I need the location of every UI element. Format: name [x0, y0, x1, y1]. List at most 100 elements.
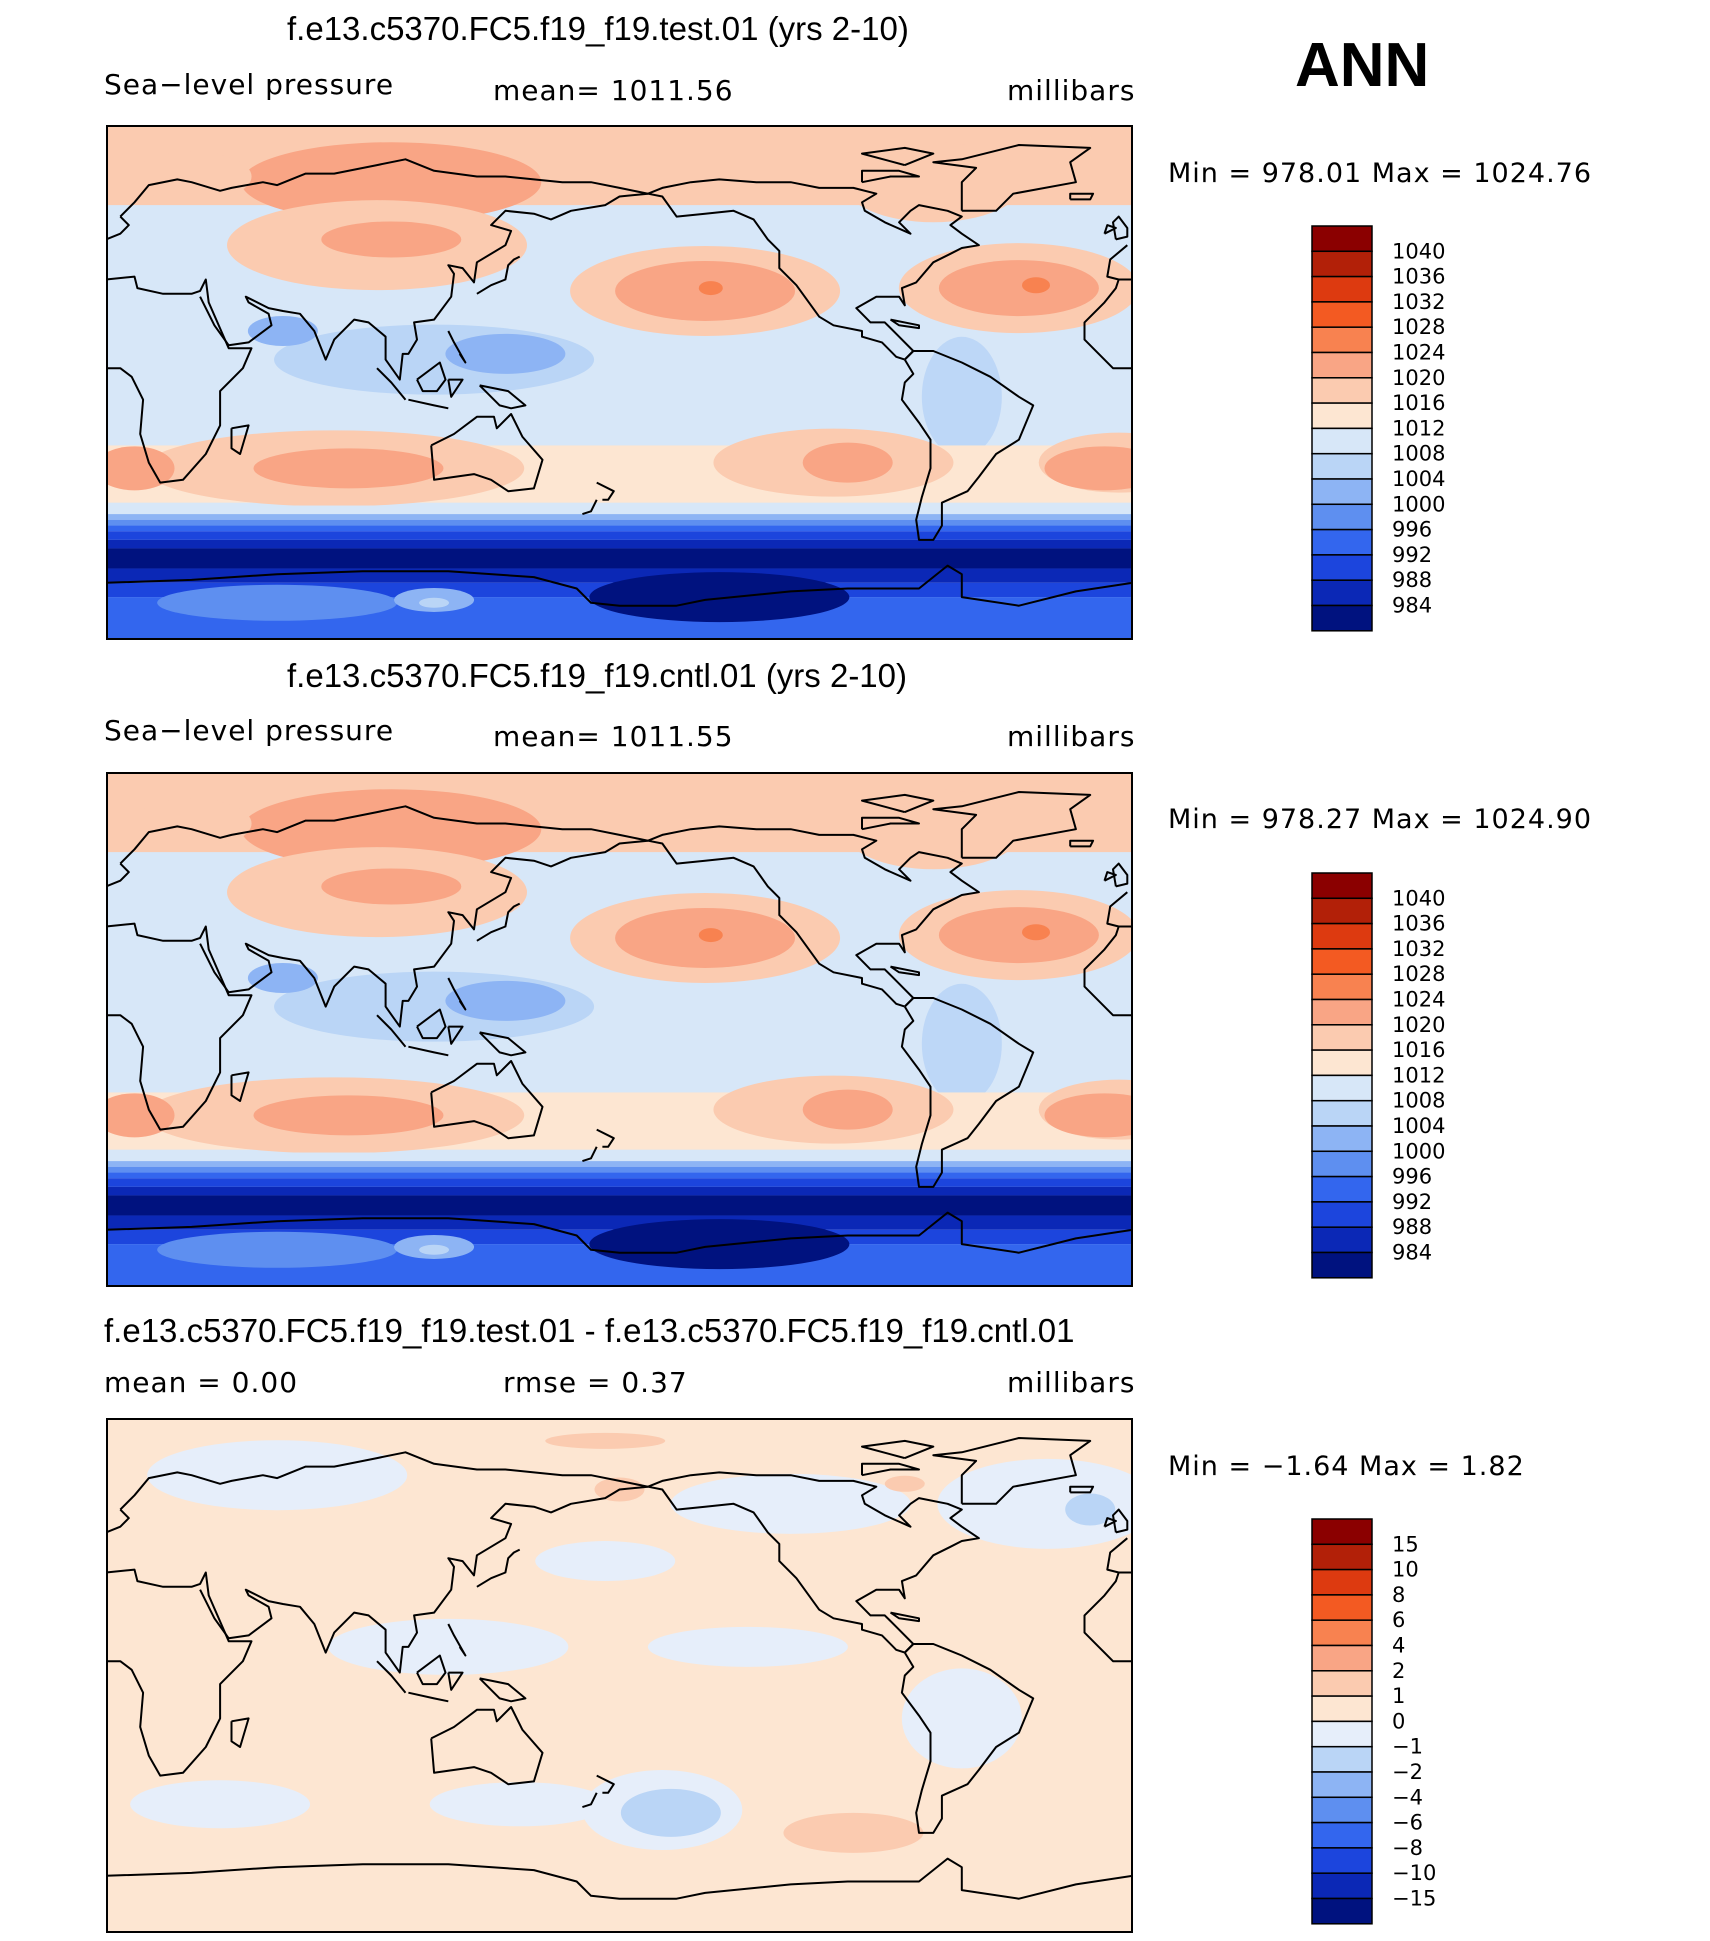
colorbar-box: [1311, 351, 1373, 379]
coastline: [1112, 862, 1129, 888]
panel-1-minmax: Min = 978.01 Max = 1024.76: [1168, 158, 1593, 189]
coastline: [447, 1025, 464, 1045]
coastline: [106, 1211, 1133, 1254]
contour-band: [106, 1166, 1133, 1173]
coastline: [596, 481, 615, 501]
colorbar-box: [1311, 998, 1373, 1026]
contour-region: [445, 980, 566, 1021]
coastline: [376, 1660, 407, 1694]
panel-3-title: f.e13.c5370.FC5.f19_f19.test.01 - f.e13.…: [104, 1312, 1075, 1349]
coastline: [106, 275, 253, 484]
panel-3-mean-label: mean = 0.00: [104, 1366, 299, 1399]
colorbar-box: [1311, 1872, 1373, 1900]
colorbar-tick-label: 1000: [1392, 492, 1445, 516]
coastlines: [106, 144, 1133, 607]
contour-band: [106, 1152, 1133, 1162]
panel-1-colorbar: 1040103610321028102410201016101210081004…: [1311, 225, 1445, 632]
contour-region: [535, 1541, 676, 1582]
contour-band: [106, 531, 1133, 540]
colorbar-box: [1311, 326, 1373, 354]
coastline: [596, 1128, 615, 1148]
contour-region: [921, 336, 1002, 457]
coastline: [900, 1643, 1035, 1834]
contour-region: [419, 597, 450, 608]
contour-region: [938, 907, 1099, 964]
contour-region: [253, 1095, 444, 1136]
colorbar-box: [1311, 478, 1373, 506]
contour-region: [589, 1219, 850, 1270]
colorbar-tick-label: 1012: [1392, 1063, 1445, 1087]
contour-region: [843, 789, 1024, 870]
coastline: [861, 146, 935, 167]
coastlines: [106, 791, 1133, 1254]
colorbar-box: [1311, 872, 1373, 900]
colorbar-box: [1311, 1201, 1373, 1228]
colorbar-box: [1311, 948, 1373, 975]
map-frame: [106, 1418, 1133, 1933]
contour-region: [131, 798, 252, 849]
coastline: [199, 839, 649, 1028]
coastline: [119, 1451, 649, 1511]
colorbar-box: [1311, 377, 1373, 404]
colorbar-tick-label: 992: [1392, 1190, 1432, 1214]
colorbar-box: [1311, 402, 1373, 430]
coastline: [106, 862, 130, 888]
colorbar-tick-label: 1008: [1392, 1089, 1445, 1113]
coastline: [478, 384, 527, 410]
colorbar-tick-label: −4: [1392, 1785, 1423, 1809]
coastline: [430, 1060, 544, 1140]
coastline: [1069, 192, 1095, 201]
contour-region: [1022, 277, 1051, 294]
colorbar-box: [1311, 1594, 1373, 1621]
contour-region: [1065, 1493, 1116, 1526]
coastline: [1106, 244, 1133, 281]
coastline: [230, 1071, 250, 1102]
coastline: [476, 902, 521, 942]
colorbar-tick-label: 988: [1392, 568, 1432, 592]
contour-region: [241, 142, 542, 223]
colorbar-box: [1311, 1847, 1373, 1874]
coastline: [861, 1439, 935, 1460]
contour-region: [921, 983, 1002, 1104]
coastline: [1103, 224, 1117, 235]
contour-region: [241, 789, 542, 870]
coastline: [106, 922, 253, 1131]
coastline: [1103, 1517, 1117, 1528]
panel-3-minmax: Min = −1.64 Max = 1.82: [1168, 1451, 1525, 1482]
contour-band: [106, 514, 1133, 520]
colorbar-tick-label: 1: [1392, 1684, 1405, 1708]
panel-2-units-label: millibars: [1007, 720, 1136, 753]
colorbar-tick-label: 15: [1392, 1532, 1419, 1556]
coastline: [199, 192, 649, 381]
coastline: [476, 255, 521, 295]
coastline: [106, 564, 1133, 607]
colorbar-tick-label: −8: [1392, 1836, 1423, 1860]
contour-band: [106, 539, 1133, 549]
contour-region: [843, 142, 1024, 223]
panel-1-title: f.e13.c5370.FC5.f19_f19.test.01 (yrs 2-1…: [287, 10, 909, 47]
panel-2-map: [106, 772, 1133, 1287]
contour-region: [157, 1231, 398, 1268]
colorbar-box: [1311, 452, 1373, 480]
contour-region: [938, 260, 1099, 317]
panel-1-mean-label: mean= 1011.56: [493, 74, 734, 107]
contour-band: [106, 1161, 1133, 1167]
panel-2-colorbar: 1040103610321028102410201016101210081004…: [1311, 872, 1445, 1279]
coastline: [647, 178, 980, 361]
colorbar-box: [1311, 1024, 1373, 1051]
coastline: [447, 1623, 467, 1657]
coastline: [900, 350, 1035, 541]
coastline: [932, 1437, 1092, 1505]
panel-2-title: f.e13.c5370.FC5.f19_f19.cntl.01 (yrs 2-1…: [287, 657, 908, 694]
coastline: [1069, 1485, 1095, 1494]
contour-region: [647, 1626, 848, 1667]
colorbar-box: [1311, 275, 1373, 303]
colorbar-box: [1311, 1644, 1373, 1672]
contour-region: [131, 151, 252, 202]
colorbar-tick-label: 1012: [1392, 416, 1445, 440]
colorbar-tick-label: 4: [1392, 1634, 1405, 1658]
contour-band: [106, 519, 1133, 526]
coastline: [408, 1691, 449, 1703]
colorbar-tick-label: 1032: [1392, 937, 1445, 961]
